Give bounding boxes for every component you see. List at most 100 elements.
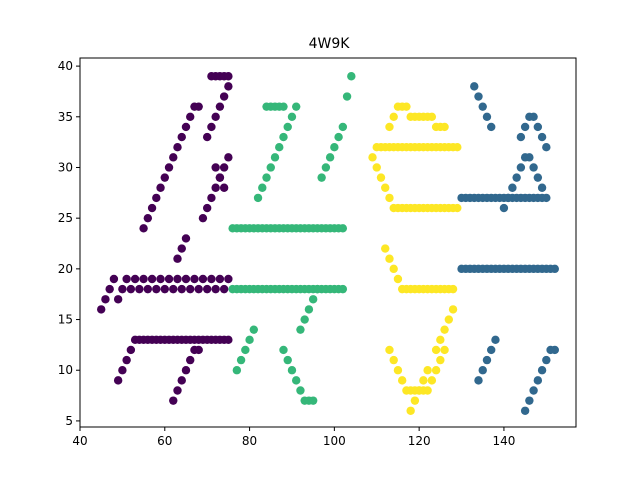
- data-point: [194, 102, 203, 111]
- data-point: [177, 244, 186, 253]
- data-point: [296, 386, 305, 395]
- data-point: [156, 183, 165, 192]
- data-point: [236, 355, 246, 365]
- data-point: [279, 132, 288, 142]
- data-point: [453, 203, 462, 213]
- data-point: [177, 376, 186, 385]
- data-point: [156, 274, 165, 284]
- data-point: [198, 274, 208, 284]
- data-point: [482, 112, 492, 121]
- data-point: [186, 112, 195, 121]
- data-point: [224, 335, 233, 345]
- data-point: [135, 284, 144, 294]
- data-point: [219, 163, 229, 172]
- data-point: [215, 102, 225, 111]
- plot-frame: [79, 57, 577, 428]
- data-point: [381, 183, 390, 192]
- data-point: [198, 213, 208, 223]
- data-point: [448, 305, 458, 314]
- data-point: [147, 274, 157, 284]
- data-point: [211, 183, 220, 192]
- y-tick-label: 40: [58, 59, 73, 73]
- data-point: [181, 366, 191, 375]
- data-point: [487, 122, 496, 132]
- data-point: [202, 203, 212, 213]
- data-point: [279, 345, 288, 355]
- data-point: [266, 163, 275, 172]
- data-point: [308, 295, 318, 304]
- series-1: [228, 72, 356, 405]
- data-point: [448, 284, 458, 294]
- data-point: [186, 284, 195, 294]
- data-point: [533, 122, 543, 132]
- data-point: [533, 376, 543, 385]
- data-point: [219, 183, 229, 192]
- data-point: [101, 295, 110, 304]
- data-point: [300, 315, 309, 324]
- data-point: [143, 284, 153, 294]
- data-point: [287, 112, 297, 121]
- points-layer: [96, 72, 560, 415]
- data-point: [436, 335, 445, 345]
- data-point: [232, 366, 242, 375]
- data-point: [270, 153, 280, 162]
- data-point: [194, 345, 203, 355]
- data-point: [202, 132, 212, 142]
- data-point: [177, 284, 186, 294]
- data-point: [202, 284, 212, 294]
- data-point: [253, 193, 263, 203]
- data-point: [419, 376, 428, 385]
- data-point: [482, 355, 492, 365]
- data-point: [126, 284, 136, 294]
- data-point: [338, 224, 348, 233]
- data-point: [330, 143, 339, 152]
- data-point: [542, 193, 551, 203]
- data-point: [491, 335, 500, 345]
- data-point: [177, 132, 186, 142]
- data-point: [389, 355, 398, 365]
- data-point: [427, 376, 437, 385]
- data-point: [427, 112, 437, 121]
- data-point: [385, 345, 394, 355]
- data-point: [402, 102, 411, 111]
- data-point: [308, 396, 318, 405]
- data-point: [304, 305, 314, 314]
- data-point: [122, 274, 131, 284]
- y-tick-label: 35: [58, 110, 73, 124]
- data-point: [164, 163, 174, 172]
- data-point: [139, 274, 148, 284]
- data-point: [296, 325, 305, 334]
- data-point: [147, 203, 157, 213]
- data-point: [219, 92, 229, 101]
- data-point: [342, 92, 352, 101]
- data-point: [550, 345, 560, 355]
- x-tick-label: 40: [72, 434, 87, 448]
- data-point: [542, 143, 551, 152]
- data-point: [516, 163, 526, 172]
- data-point: [431, 345, 441, 355]
- data-point: [453, 143, 462, 152]
- data-point: [126, 345, 136, 355]
- data-point: [173, 254, 182, 263]
- data-point: [194, 284, 203, 294]
- data-point: [372, 163, 381, 172]
- data-point: [389, 264, 398, 274]
- data-point: [470, 82, 479, 91]
- data-point: [385, 254, 394, 263]
- data-point: [512, 173, 521, 182]
- data-point: [368, 153, 377, 162]
- data-point: [525, 153, 534, 162]
- data-point: [207, 193, 216, 203]
- data-point: [381, 244, 390, 253]
- data-point: [550, 264, 560, 274]
- data-point: [431, 366, 441, 375]
- data-point: [139, 224, 148, 233]
- data-point: [164, 274, 174, 284]
- data-point: [173, 386, 182, 395]
- x-tick-label: 80: [242, 434, 257, 448]
- x-tick-label: 100: [323, 434, 346, 448]
- data-point: [224, 153, 233, 162]
- x-axis: 40 60 80 100 120 140: [72, 427, 515, 448]
- data-point: [338, 122, 348, 132]
